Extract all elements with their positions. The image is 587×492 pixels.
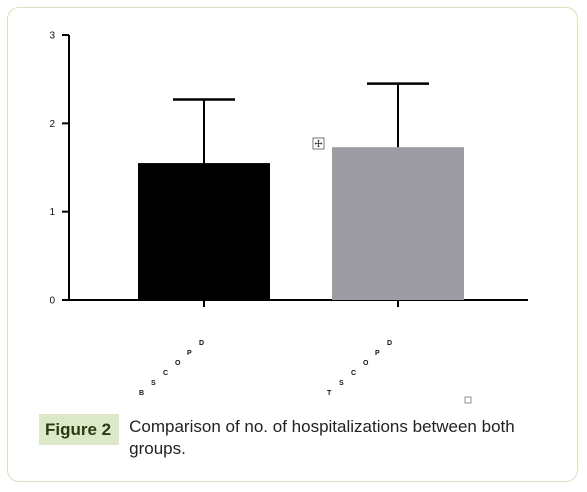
y-tick-label: 1: [49, 207, 55, 218]
bar-bscopd: [138, 163, 270, 300]
chart-error-bars: [173, 82, 429, 164]
chart-bars: [138, 147, 464, 300]
resize-handle-icon[interactable]: [464, 396, 472, 404]
category-label-letter: S: [151, 380, 156, 387]
category-label-letter: O: [363, 360, 369, 367]
category-label-letter: D: [387, 340, 392, 347]
figure-caption: Figure 2 Comparison of no. of hospitaliz…: [39, 414, 569, 460]
category-label-letter: T: [327, 390, 332, 397]
figure-label: Figure 2: [39, 414, 120, 445]
chart-icons: [312, 137, 472, 404]
category-label-letter: B: [139, 390, 144, 397]
category-label-letter: C: [351, 370, 356, 377]
category-label-letter: P: [187, 350, 192, 357]
y-tick-label: 3: [49, 31, 55, 42]
category-label-letter: C: [163, 370, 168, 377]
y-tick-label: 2: [49, 119, 55, 130]
category-label-letter: D: [199, 340, 204, 347]
caption-text: Comparison of no. of hospitalizations be…: [129, 417, 515, 458]
category-label-letter: S: [339, 380, 344, 387]
move-handle-icon[interactable]: [312, 137, 325, 150]
y-tick-label: 0: [49, 296, 55, 307]
category-label-letter: O: [175, 360, 181, 367]
category-label-letter: P: [375, 350, 380, 357]
bar-tscopd: [332, 147, 464, 300]
figure-frame: [7, 7, 578, 482]
